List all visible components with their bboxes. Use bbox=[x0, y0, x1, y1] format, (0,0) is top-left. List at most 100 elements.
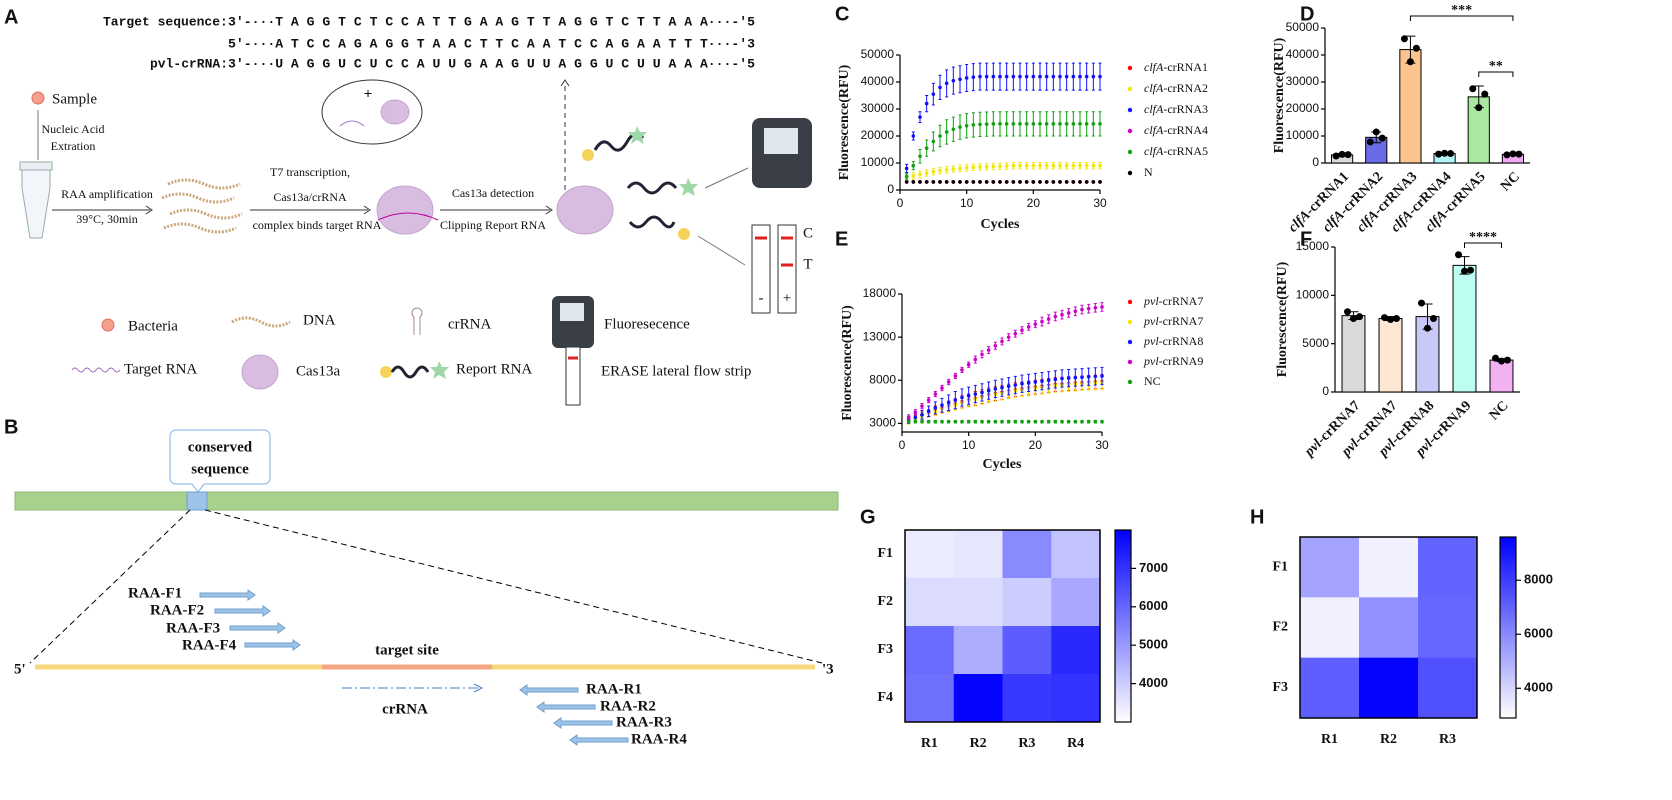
point bbox=[913, 419, 918, 424]
point bbox=[1060, 419, 1064, 424]
legend-label: NC bbox=[1144, 374, 1161, 388]
point bbox=[924, 171, 929, 175]
point bbox=[911, 180, 916, 184]
point bbox=[1020, 419, 1024, 424]
replicate bbox=[1447, 150, 1455, 158]
legend-swatch bbox=[1127, 299, 1133, 305]
point bbox=[918, 115, 922, 119]
point bbox=[1058, 163, 1062, 168]
x-tick-label: 0 bbox=[899, 438, 906, 452]
heatmap-frame bbox=[1299, 536, 1478, 719]
point bbox=[1038, 163, 1042, 168]
replicate bbox=[1469, 85, 1477, 93]
label: RAA-F3 bbox=[166, 620, 220, 636]
label: A bbox=[4, 6, 18, 28]
point bbox=[1033, 322, 1038, 326]
point bbox=[971, 75, 976, 79]
label: RAA-F2 bbox=[150, 602, 204, 618]
point bbox=[924, 101, 929, 106]
label: RAA-R4 bbox=[631, 731, 687, 747]
point bbox=[1011, 122, 1016, 126]
strip bbox=[751, 224, 771, 314]
dna-strands bbox=[161, 178, 243, 234]
target-rna-icon bbox=[71, 367, 121, 373]
point bbox=[1013, 419, 1018, 424]
significance: **** bbox=[1469, 230, 1497, 245]
label: RAA-F4 bbox=[182, 637, 237, 653]
label: + bbox=[364, 86, 373, 102]
point bbox=[933, 392, 938, 396]
point bbox=[1004, 180, 1009, 184]
point bbox=[951, 78, 956, 83]
row-label: F4 bbox=[877, 690, 893, 705]
colorbar-label: 6000 bbox=[1139, 598, 1168, 613]
fluor bbox=[628, 126, 647, 144]
point bbox=[1000, 339, 1004, 344]
replicate bbox=[1503, 151, 1511, 159]
y-tick-label: 10000 bbox=[1296, 288, 1330, 302]
point bbox=[938, 180, 942, 184]
cell bbox=[953, 530, 1003, 579]
y-tick-label: 40000 bbox=[1286, 47, 1320, 61]
point bbox=[971, 123, 976, 127]
y-tick-label: 5000 bbox=[1302, 336, 1329, 350]
replicate bbox=[1467, 266, 1474, 274]
point bbox=[933, 406, 938, 410]
point bbox=[980, 352, 984, 357]
dna-icon bbox=[231, 316, 291, 328]
point bbox=[1006, 384, 1011, 389]
label: RAA-R1 bbox=[586, 681, 642, 697]
point bbox=[1006, 419, 1011, 424]
label: Fluoresecence bbox=[604, 316, 690, 332]
fluor bbox=[679, 178, 698, 196]
legend-label: pvl-crRNA8 bbox=[1143, 334, 1203, 348]
arrow-head bbox=[560, 79, 570, 87]
label: Report RNA bbox=[456, 361, 532, 377]
y-axis-label: Fluorescence(RFU) bbox=[1272, 37, 1287, 153]
arrow-head bbox=[473, 683, 484, 693]
label: sequence bbox=[191, 461, 249, 477]
heatmap-frame bbox=[904, 529, 1101, 723]
point bbox=[1098, 163, 1102, 168]
point bbox=[960, 395, 964, 400]
replicate bbox=[1332, 152, 1340, 160]
point bbox=[946, 380, 951, 384]
label: Bacteria bbox=[128, 318, 178, 334]
y-tick-label: 15000 bbox=[1296, 239, 1330, 253]
device-screen bbox=[764, 128, 798, 154]
cell bbox=[1002, 674, 1052, 723]
point bbox=[1073, 419, 1078, 424]
y-axis-label: Fluorescence(RFU) bbox=[837, 64, 852, 180]
label: T bbox=[803, 256, 812, 272]
y-tick-label: 20000 bbox=[1286, 101, 1320, 115]
replicate bbox=[1381, 314, 1388, 322]
point bbox=[933, 419, 938, 424]
point bbox=[1066, 376, 1071, 380]
point bbox=[998, 164, 1002, 169]
cell bbox=[953, 674, 1003, 723]
schematic-a bbox=[19, 79, 812, 406]
point bbox=[1033, 380, 1038, 384]
x-tick-label: 20 bbox=[1027, 196, 1041, 210]
cell bbox=[1051, 578, 1101, 627]
y-tick-label: 8000 bbox=[869, 372, 896, 386]
point bbox=[1006, 335, 1011, 339]
point bbox=[1100, 305, 1104, 309]
label: 5'-···A T C C A G A G G T A A C T T C A … bbox=[228, 36, 755, 51]
point bbox=[966, 393, 971, 398]
cas13a bbox=[556, 185, 614, 235]
point bbox=[953, 419, 958, 424]
point bbox=[1040, 379, 1044, 383]
point bbox=[906, 419, 911, 424]
point bbox=[1024, 180, 1029, 184]
rna bbox=[377, 212, 439, 221]
point bbox=[1098, 74, 1102, 79]
point bbox=[1018, 74, 1022, 79]
point bbox=[993, 387, 998, 391]
significance: *** bbox=[1451, 3, 1472, 18]
point bbox=[1098, 180, 1102, 184]
cell bbox=[1002, 578, 1052, 627]
label: crRNA bbox=[382, 701, 428, 717]
point bbox=[1084, 122, 1089, 126]
x-tick-label: clfA-crRNA5 bbox=[1423, 169, 1489, 235]
